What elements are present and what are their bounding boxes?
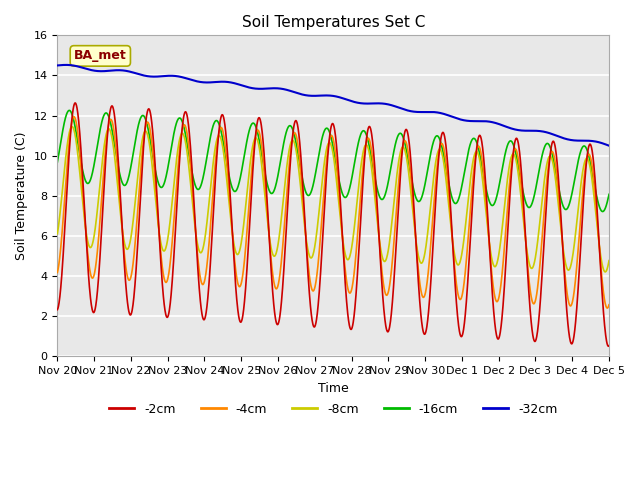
Legend: -2cm, -4cm, -8cm, -16cm, -32cm: -2cm, -4cm, -8cm, -16cm, -32cm (104, 398, 563, 420)
Title: Soil Temperatures Set C: Soil Temperatures Set C (241, 15, 425, 30)
Y-axis label: Soil Temperature (C): Soil Temperature (C) (15, 132, 28, 260)
Text: BA_met: BA_met (74, 49, 127, 62)
X-axis label: Time: Time (318, 382, 349, 395)
